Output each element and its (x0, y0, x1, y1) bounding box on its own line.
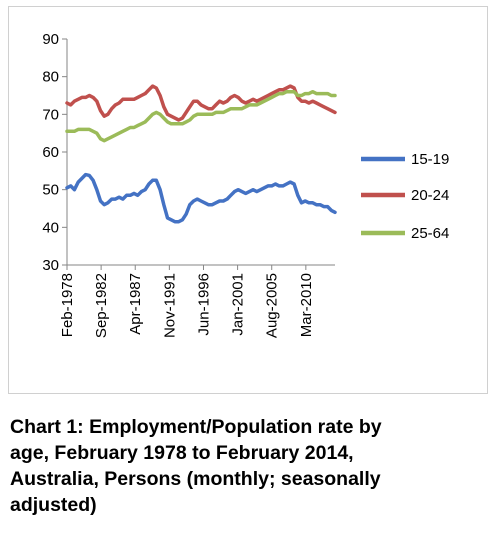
y-tick-label: 60 (42, 144, 59, 161)
legend-label-20-24: 20-24 (411, 187, 449, 204)
x-tick-label: Aug-2005 (264, 273, 281, 338)
x-tick-label: Sep-1982 (93, 273, 110, 338)
caption-line-1: Chart 1: Employment/Population rate by (10, 416, 382, 438)
y-tick-label: 30 (42, 257, 59, 274)
caption-line-2: age, February 1978 to February 2014, (10, 442, 354, 464)
y-tick-label: 80 (42, 69, 59, 86)
plot-area (66, 39, 335, 266)
y-tick-label: 90 (42, 31, 59, 48)
x-tick-label: Jun-1996 (195, 273, 212, 336)
y-axis: 30 40 50 60 70 80 90 (42, 31, 67, 274)
series-line-25-64 (65, 89, 337, 143)
x-axis: Feb-1978 Sep-1982 Apr-1987 Nov-1991 Jun-1996… (59, 265, 315, 338)
x-tick-label: Nov-1991 (161, 273, 178, 338)
x-tick-label: Apr-1987 (127, 273, 144, 335)
x-tick-label: Mar-2010 (298, 273, 315, 337)
legend-label-15-19: 15-19 (411, 151, 449, 168)
series-line-20-24 (65, 84, 337, 122)
y-tick-label: 50 (42, 182, 59, 199)
x-tick-label: Feb-1978 (59, 273, 76, 337)
y-tick-label: 70 (42, 106, 59, 123)
chart-frame: 30 40 50 60 70 80 90 Feb-1978 Sep-1982 Apr-1987 N… (8, 6, 488, 394)
employment-population-chart: 30 40 50 60 70 80 90 Feb-1978 Sep-1982 Apr-1987 N… (42, 31, 449, 338)
y-tick-label: 40 (42, 219, 59, 236)
legend-label-25-64: 25-64 (411, 225, 449, 242)
x-tick-label: Jan-2001 (230, 273, 247, 336)
series-line-15-19 (65, 172, 337, 224)
legend: 15-19 20-24 25-64 (361, 151, 449, 242)
chart-caption: Chart 1: Employment/Population rate by a… (10, 414, 480, 518)
caption-line-4: adjusted) (10, 494, 97, 516)
series-lines (65, 84, 337, 224)
caption-line-3: Australia, Persons (monthly; seasonally (10, 468, 381, 490)
